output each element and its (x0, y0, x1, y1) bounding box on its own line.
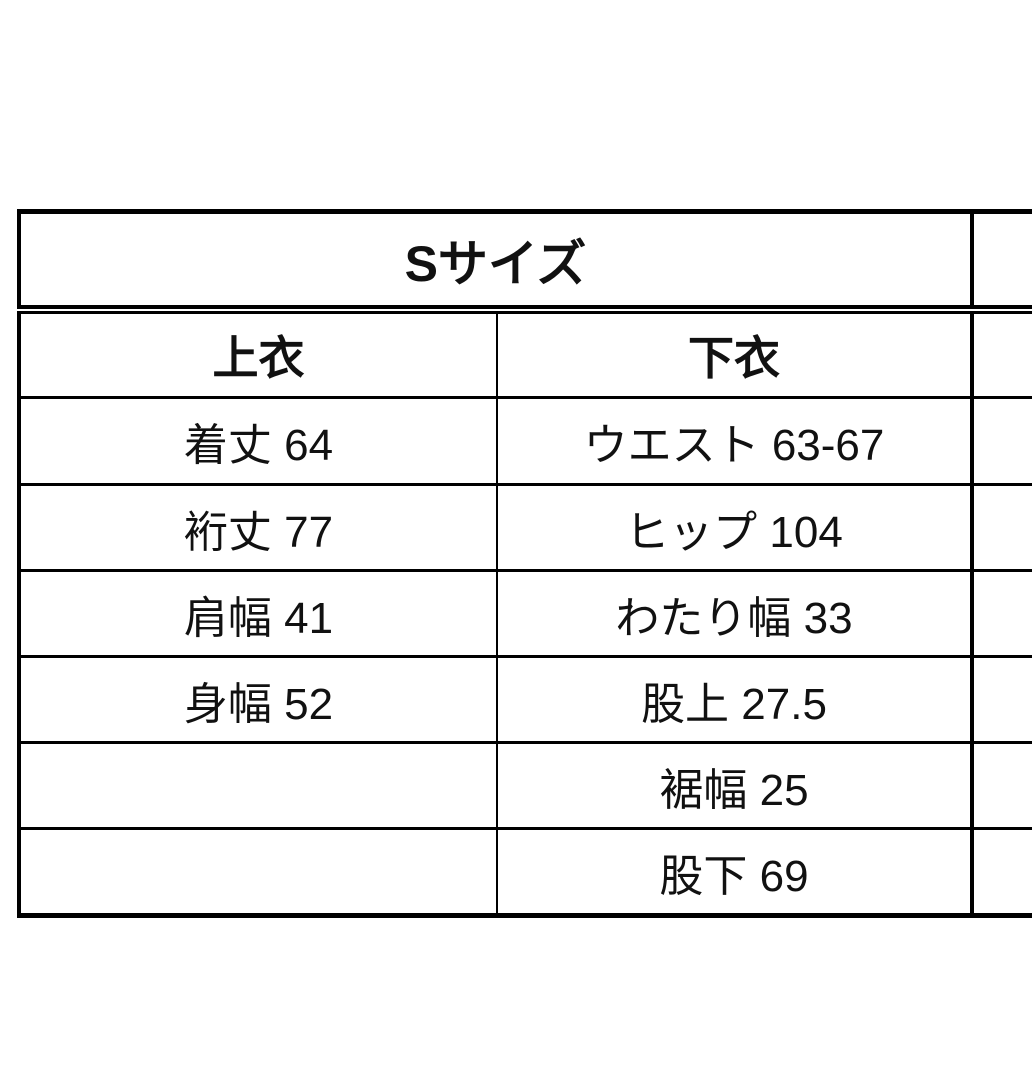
header-bottoms: 下衣 (498, 314, 974, 396)
bottoms-cell: 股下 69 (498, 830, 974, 913)
bottoms-cell: ウエスト 63-67 (498, 399, 974, 483)
title-row: Sサイズ (17, 209, 1032, 305)
table-row: 股下 69 (17, 830, 1032, 918)
table-row: 身幅 52 股上 27.5 (17, 658, 1032, 744)
table-row: 肩幅 41 わたり幅 33 (17, 572, 1032, 658)
bottoms-cell: 裾幅 25 (498, 744, 974, 827)
tops-cell: 肩幅 41 (21, 572, 498, 655)
table-row: 裄丈 77 ヒップ 104 (17, 486, 1032, 572)
tops-cell: 裄丈 77 (21, 486, 498, 569)
tops-cell (21, 744, 498, 827)
bottoms-cell: 股上 27.5 (498, 658, 974, 741)
tops-cell: 着丈 64 (21, 399, 498, 483)
tops-cell: 身幅 52 (21, 658, 498, 741)
bottoms-cell: わたり幅 33 (498, 572, 974, 655)
bottoms-cell: ヒップ 104 (498, 486, 974, 569)
table-row: 着丈 64 ウエスト 63-67 (17, 399, 1032, 486)
header-row: 上衣 下衣 (17, 314, 1032, 399)
table-title: Sサイズ (21, 214, 974, 305)
double-divider (17, 305, 1032, 314)
tops-cell (21, 830, 498, 913)
table-row: 裾幅 25 (17, 744, 1032, 830)
header-tops: 上衣 (21, 314, 498, 396)
